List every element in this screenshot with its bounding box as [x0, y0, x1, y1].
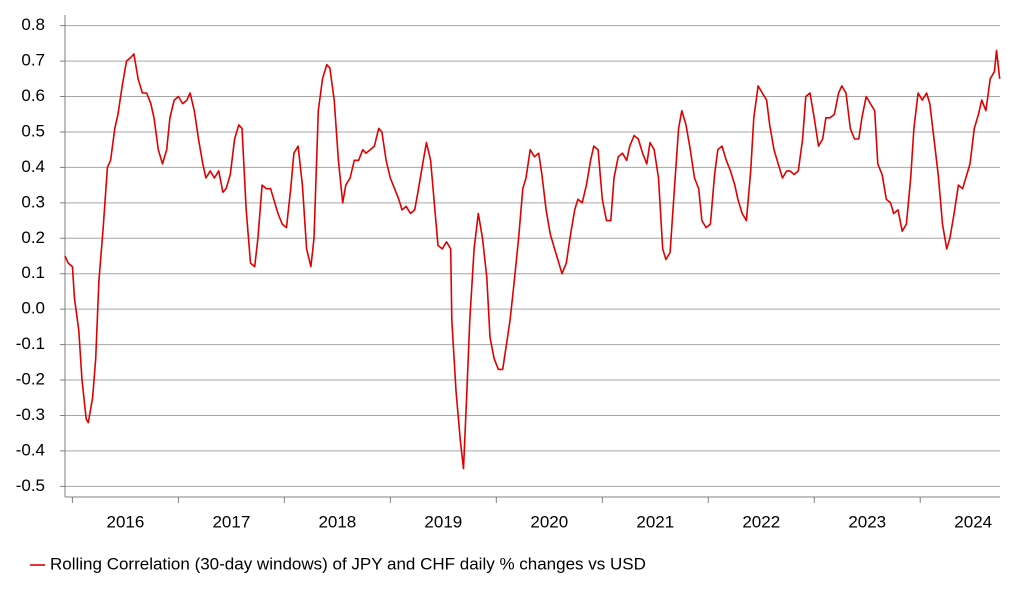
- legend-label: Rolling Correlation (30-day windows) of …: [50, 554, 646, 573]
- y-tick-label: 0.3: [21, 192, 45, 211]
- y-tick-label: -0.1: [16, 334, 45, 353]
- y-tick-label: 0.8: [21, 15, 45, 34]
- y-tick-label: -0.2: [16, 370, 45, 389]
- y-tick-label: -0.4: [16, 440, 45, 459]
- y-tick-label: 0.1: [21, 263, 45, 282]
- x-tick-label: 2016: [106, 512, 144, 531]
- x-tick-label: 2020: [530, 512, 568, 531]
- y-tick-label: 0.6: [21, 86, 45, 105]
- y-tick-label: -0.5: [16, 476, 45, 495]
- y-tick-label: 0.5: [21, 121, 45, 140]
- y-tick-label: 0.0: [21, 299, 45, 318]
- x-tick-label: 2024: [954, 512, 992, 531]
- y-tick-label: -0.3: [16, 405, 45, 424]
- y-tick-label: 0.7: [21, 51, 45, 70]
- x-tick-label: 2023: [848, 512, 886, 531]
- y-tick-label: 0.2: [21, 228, 45, 247]
- x-tick-label: 2021: [636, 512, 674, 531]
- x-tick-label: 2018: [318, 512, 356, 531]
- y-tick-label: 0.4: [21, 157, 45, 176]
- x-tick-label: 2017: [212, 512, 250, 531]
- x-tick-label: 2022: [742, 512, 780, 531]
- x-tick-label: 2019: [424, 512, 462, 531]
- data-line: [64, 49, 1001, 470]
